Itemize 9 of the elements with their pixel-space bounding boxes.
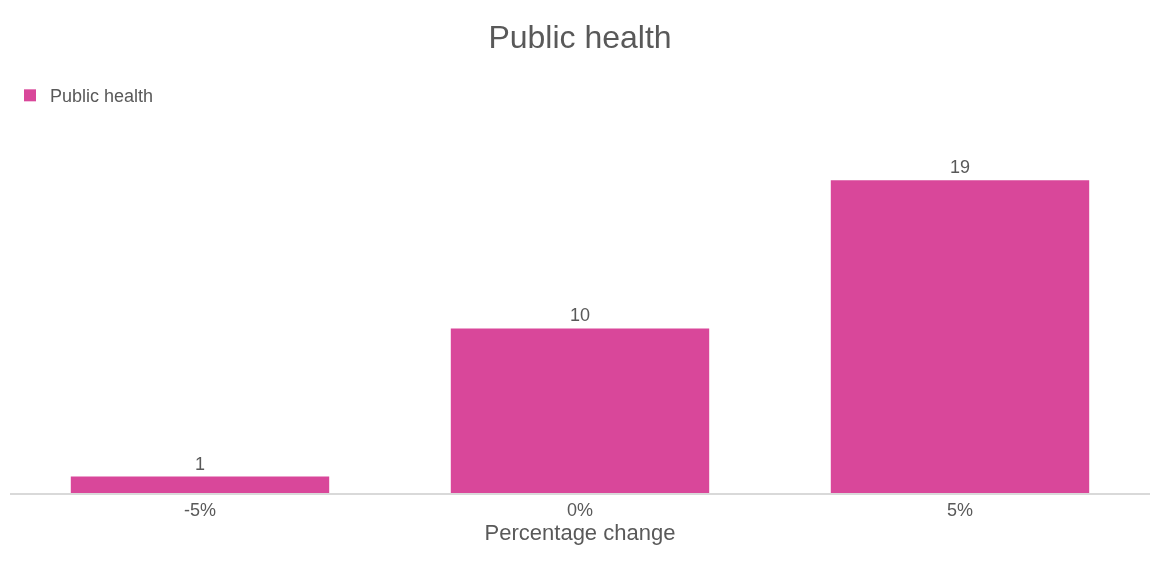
x-tick-label: 0% — [566, 500, 594, 521]
legend-label: Public health — [50, 86, 154, 107]
x-tick-label: -5% — [183, 500, 217, 521]
data-label: 10 — [569, 305, 591, 326]
data-label: 19 — [949, 157, 971, 178]
x-tick-label: 5% — [946, 500, 974, 521]
chart-title: Public health — [488, 18, 672, 55]
x-axis-title: Percentage change — [484, 520, 676, 546]
data-label: 1 — [194, 453, 206, 474]
